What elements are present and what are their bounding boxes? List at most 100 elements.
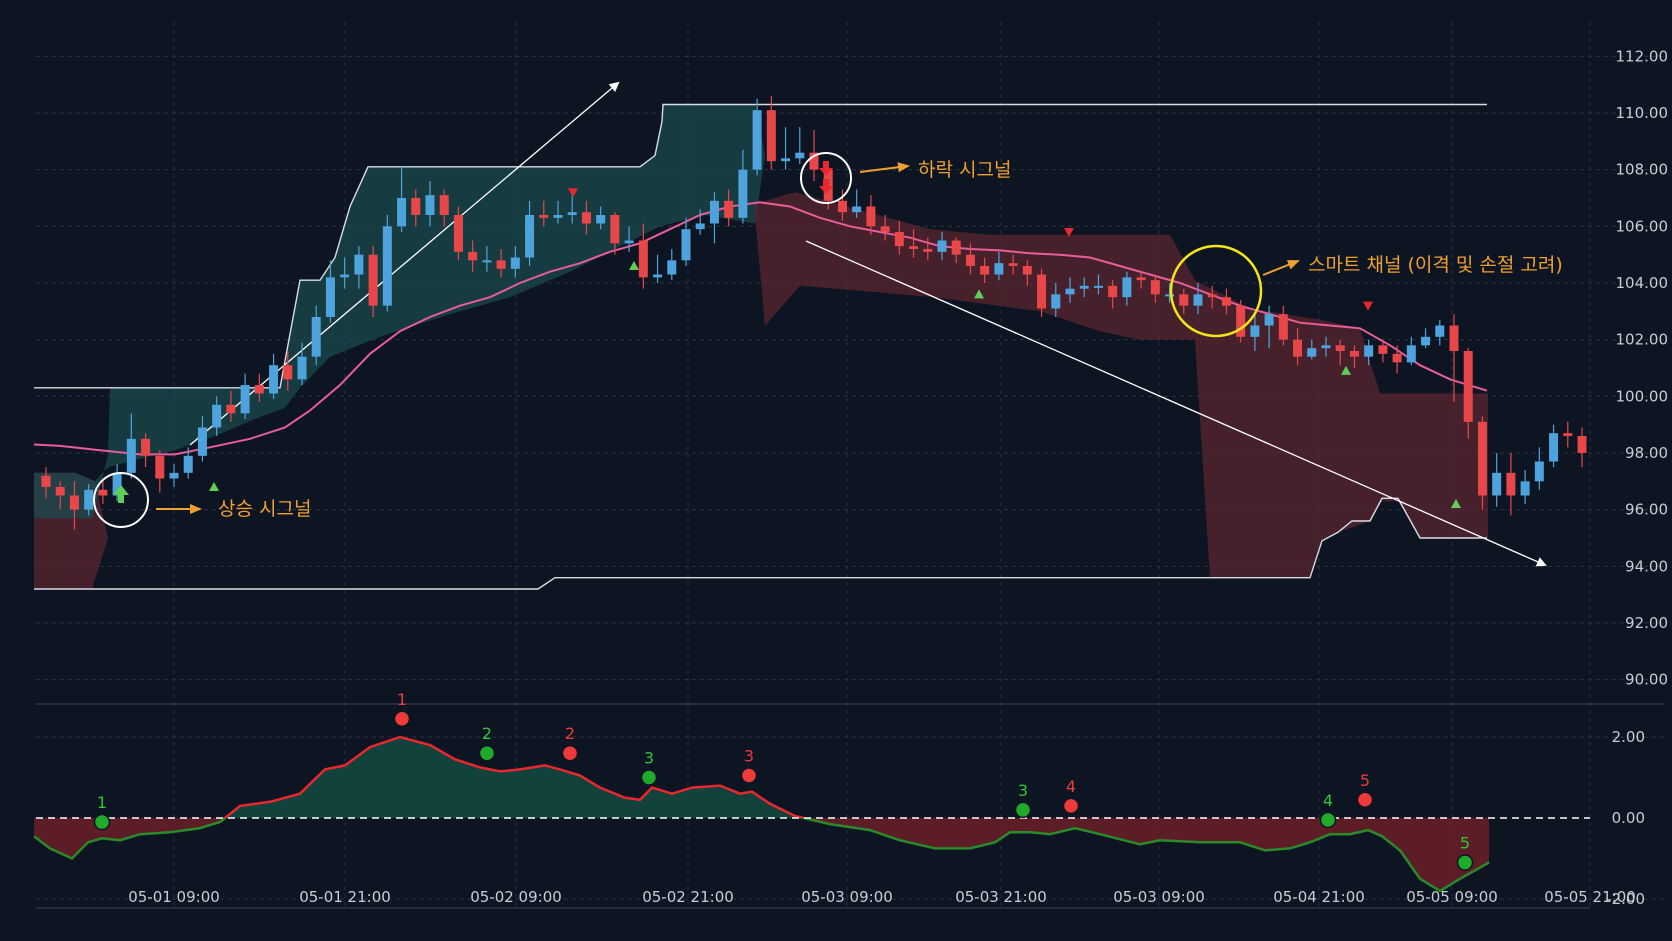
- candle: [55, 481, 65, 510]
- osc-marker: 4: [1319, 791, 1337, 829]
- candle: [738, 149, 748, 224]
- osc-marker-label: 2: [482, 724, 492, 743]
- sell-triangle: [1363, 301, 1373, 311]
- candle-body: [482, 260, 492, 263]
- candle-body: [41, 475, 51, 487]
- candle: [610, 212, 620, 255]
- candle: [155, 450, 165, 493]
- osc-marker: 5: [1456, 834, 1474, 871]
- candle: [297, 342, 307, 385]
- candle: [1534, 447, 1544, 490]
- osc-marker-dot: [561, 744, 579, 762]
- osc-marker-dot: [1014, 801, 1032, 819]
- smart-channel-label: 스마트 채널 (이격 및 손절 고려): [1308, 254, 1563, 276]
- candle: [695, 209, 705, 235]
- candle: [1406, 336, 1416, 366]
- osc-marker-label: 3: [644, 749, 654, 768]
- candle: [1563, 421, 1573, 448]
- candle: [1037, 268, 1047, 317]
- candle: [539, 200, 549, 227]
- candle: [596, 206, 606, 230]
- candle-body: [1435, 325, 1445, 337]
- candle-body: [553, 215, 563, 218]
- candle: [126, 413, 136, 479]
- osc-marker-label: 1: [397, 690, 407, 709]
- candle: [653, 254, 663, 283]
- osc-line-negative: [33, 818, 1490, 893]
- candle-body: [937, 240, 947, 252]
- candle: [510, 246, 520, 278]
- candle-body: [439, 195, 449, 215]
- candle-body: [1250, 325, 1260, 337]
- osc-marker-label: 3: [1018, 781, 1028, 800]
- candle: [1022, 260, 1032, 286]
- candle-body: [269, 365, 279, 394]
- candle-body: [1207, 294, 1217, 298]
- candle-body: [325, 277, 335, 317]
- time-tick-label: 05-02 21:00: [642, 888, 734, 906]
- candle-body: [1520, 481, 1530, 496]
- candle: [724, 189, 734, 227]
- osc-marker-label: 5: [1360, 771, 1370, 790]
- buy-triangle: [1451, 499, 1461, 508]
- candle: [41, 467, 51, 499]
- candle: [894, 220, 904, 255]
- candle-body: [155, 455, 165, 479]
- candle: [283, 351, 293, 391]
- candle: [453, 206, 463, 261]
- candle: [425, 181, 435, 227]
- candle-body: [1065, 288, 1075, 295]
- candle: [667, 249, 677, 281]
- osc-marker-dot: [740, 767, 758, 784]
- candle-body: [610, 215, 620, 244]
- sell-triangle: [568, 188, 578, 198]
- oscillator-panel: 1 1 2 2 3 3 3 4 4 5 5: [33, 690, 1590, 893]
- candle-body: [297, 356, 307, 380]
- candle: [382, 215, 392, 312]
- candle: [311, 305, 321, 366]
- buy-triangle: [209, 482, 219, 491]
- osc-marker-label: 2: [565, 724, 575, 743]
- sell-label-arrow: [859, 162, 910, 173]
- sell-arrow-icon: [819, 161, 833, 176]
- candle-body: [283, 365, 293, 380]
- sell-signal-label: 하락 시그널: [918, 159, 1011, 181]
- candle-body: [240, 385, 250, 414]
- candle-body: [653, 274, 663, 278]
- candle-body: [1577, 436, 1587, 453]
- candle-body: [1221, 297, 1231, 306]
- candle: [212, 396, 222, 436]
- candle-body: [69, 495, 79, 510]
- bear-band-right: [755, 192, 1488, 578]
- candle-body: [212, 404, 222, 428]
- candle: [1165, 283, 1175, 303]
- candle-body: [1165, 294, 1175, 297]
- sell-signal-circle: [800, 152, 852, 204]
- time-tick-label: 05-03 09:00: [1113, 888, 1205, 906]
- time-tick-label: 05-03 21:00: [955, 888, 1047, 906]
- axes: 112.00 110.00 108.00 106.00 104.00 102.00 100.…: [128, 47, 1668, 908]
- candle: [1549, 424, 1559, 468]
- candle-body: [1378, 345, 1388, 354]
- osc-tick-label: 0.00: [1612, 809, 1645, 827]
- candle-body: [781, 158, 791, 162]
- osc-marker: 2: [478, 724, 496, 762]
- candle-body: [354, 254, 364, 275]
- candle-body: [724, 200, 734, 218]
- candle-body: [638, 240, 648, 278]
- time-tick-label: 05-01 09:00: [128, 888, 220, 906]
- candle: [994, 251, 1004, 281]
- candle-body: [681, 229, 691, 261]
- time-tick-label: 05-02 09:00: [470, 888, 562, 906]
- candle-body: [98, 489, 108, 496]
- candle: [1193, 283, 1203, 315]
- down-trend-arrow: [805, 240, 1547, 567]
- osc-line-positive: [222, 735, 810, 818]
- sell-arrow-icon: [819, 179, 833, 194]
- candle-body: [382, 226, 392, 306]
- candle-body: [539, 215, 549, 218]
- candle: [638, 223, 648, 289]
- candle-body: [695, 223, 705, 230]
- candle: [84, 484, 94, 516]
- osc-marker: 3: [1014, 781, 1032, 819]
